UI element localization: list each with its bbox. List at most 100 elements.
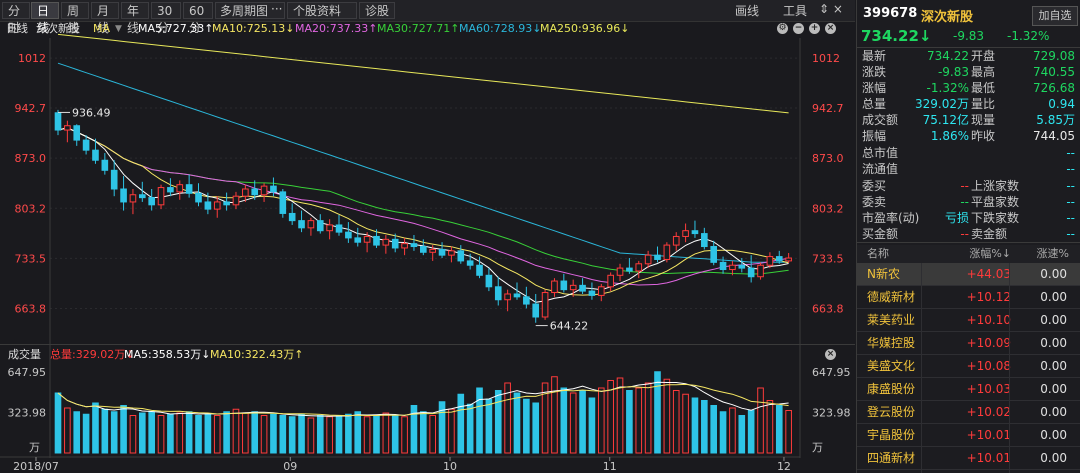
stock-speed: 0.00 <box>1040 451 1067 465</box>
tab-6[interactable]: 60分 <box>183 2 213 35</box>
candle-body <box>335 224 343 233</box>
stock-list-row[interactable]: N新农 +44.03 0.00 <box>857 263 1080 286</box>
ma20-value: MA20:737.33↑ <box>295 22 378 35</box>
volume-bar <box>213 414 221 454</box>
candle-body <box>757 264 764 278</box>
volume-bar <box>532 402 540 454</box>
quote-separator <box>857 47 1080 48</box>
window-controls-icon[interactable]: ⇕ × <box>819 2 843 16</box>
candle-body <box>242 188 249 197</box>
volume-bar <box>138 412 146 454</box>
more-periods-icon[interactable]: ··· <box>271 2 283 16</box>
tab-2[interactable]: 周线 <box>61 2 89 35</box>
quote-label: 平盘家数 <box>971 195 1020 209</box>
volume-bar <box>185 411 193 454</box>
settings-icon[interactable]: ⚙ <box>777 23 788 34</box>
stock-list-row[interactable]: 莱美药业 +10.10 0.00 <box>857 309 1080 332</box>
volume-unit: 万 <box>29 441 40 454</box>
candle-body <box>64 125 71 131</box>
panel-index-name: 深次新股 <box>921 10 974 25</box>
candle-body <box>148 197 155 206</box>
list-header-speed[interactable]: 涨速% <box>1036 247 1069 260</box>
candle-body <box>382 238 390 246</box>
candle-body <box>775 256 783 262</box>
ma-menu[interactable]: MA <box>93 22 111 35</box>
ma5-line <box>57 127 789 303</box>
index-code: 399678 <box>863 6 918 21</box>
quote-list-separator <box>857 242 1080 243</box>
stock-list-row[interactable]: 康盛股份 +10.03 0.00 <box>857 378 1080 401</box>
stock-name: 宇晶股份 <box>867 428 916 442</box>
stock-list-row[interactable]: 德威新材 +10.12 0.00 <box>857 286 1080 309</box>
volume-bar <box>513 392 521 454</box>
stock-change-pct: +10.10 <box>966 313 1011 327</box>
list-header-pct[interactable]: 涨幅%↓ <box>969 247 1011 260</box>
quote-row: 涨跌 -9.83 最高 740.55 <box>857 64 1080 80</box>
candle-body <box>466 260 474 266</box>
price-tick-right: 942.7 <box>812 102 844 115</box>
ma-menu-arrow-icon[interactable]: ▼ <box>115 24 122 34</box>
quote-value: -1.32% <box>926 81 969 95</box>
stock-change-pct: +10.03 <box>966 382 1011 396</box>
price-tick-right: 873.0 <box>812 152 844 165</box>
volume-bar <box>672 389 680 454</box>
quote-label: 最高 <box>971 65 996 79</box>
quote-row: 委买 -- 上涨家数 -- <box>857 178 1080 194</box>
candle-body <box>766 256 774 266</box>
stock-list-row[interactable]: 华媒控股 +10.09 0.00 <box>857 332 1080 355</box>
tab-9[interactable]: 诊股 <box>359 2 395 19</box>
tab-0[interactable]: 分时 <box>2 2 30 35</box>
close-panel-icon[interactable]: × <box>825 23 836 34</box>
volume-bar <box>757 387 764 454</box>
stock-list-row[interactable]: 美盛文化 +10.08 0.00 <box>857 355 1080 378</box>
volume-bar <box>176 412 184 454</box>
zoom-out-icon[interactable]: − <box>793 23 804 34</box>
quote-label: 买金额 <box>862 227 899 241</box>
add-watchlist-button[interactable]: 加自选 <box>1032 6 1078 26</box>
candle-body <box>785 257 792 262</box>
stock-list-row[interactable]: 登云股份 +10.02 0.00 <box>857 401 1080 424</box>
stock-list-row[interactable]: 四通新材 +10.01 0.00 <box>857 447 1080 470</box>
quote-row: 总市值 -- <box>857 145 1080 161</box>
volume-info-bar: 成交量 总量:329.02万↓ MA5:358.53万↓ MA10:322.43… <box>0 347 855 363</box>
candle-body <box>457 250 465 262</box>
candle-body <box>185 184 193 194</box>
tab-3[interactable]: 月线 <box>91 2 119 35</box>
volume-close-icon[interactable]: × <box>825 349 836 360</box>
tools-button[interactable]: 工具 <box>783 4 808 18</box>
volume-bar <box>82 413 90 454</box>
quote-row: 最新 734.22 开盘 729.08 <box>857 48 1080 64</box>
tab-7[interactable]: 多周期图 <box>215 2 285 19</box>
stock-speed: 0.00 <box>1040 405 1067 419</box>
quote-label: 成交额 <box>862 113 899 127</box>
tab-8[interactable]: 个股资料 <box>287 2 357 19</box>
candle-body <box>523 296 530 305</box>
volume-bar <box>307 417 315 454</box>
volume-bar <box>457 393 465 454</box>
tab-4[interactable]: 年线 <box>121 2 149 35</box>
volume-bar <box>738 414 746 454</box>
list-header-name[interactable]: 名称 <box>867 247 889 260</box>
volume-bar <box>551 376 558 454</box>
volume-bar <box>251 411 259 454</box>
stock-list-row[interactable]: 宇晶股份 +10.01 0.00 <box>857 424 1080 447</box>
quote-value: -- <box>1066 227 1075 241</box>
volume-bar <box>597 387 605 454</box>
list-col-sep <box>1009 263 1010 473</box>
candle-body <box>223 201 230 206</box>
tab-5[interactable]: 30分 <box>151 2 181 35</box>
chart-divider <box>0 344 855 345</box>
volume-bar <box>363 416 371 454</box>
volume-tick-left: 647.95 <box>8 366 47 379</box>
draw-line-button[interactable]: 画线 <box>735 4 760 18</box>
tab-1[interactable]: 日线 <box>31 2 59 35</box>
candle-body <box>644 254 652 265</box>
zoom-in-icon[interactable]: + <box>809 23 820 34</box>
quote-value: 5.85万 <box>1036 113 1075 127</box>
quote-value: 744.05 <box>1033 129 1075 143</box>
quote-label: 涨跌 <box>862 65 887 79</box>
candle-body <box>363 235 371 243</box>
volume-bar <box>92 402 99 454</box>
candle-body <box>110 169 118 190</box>
